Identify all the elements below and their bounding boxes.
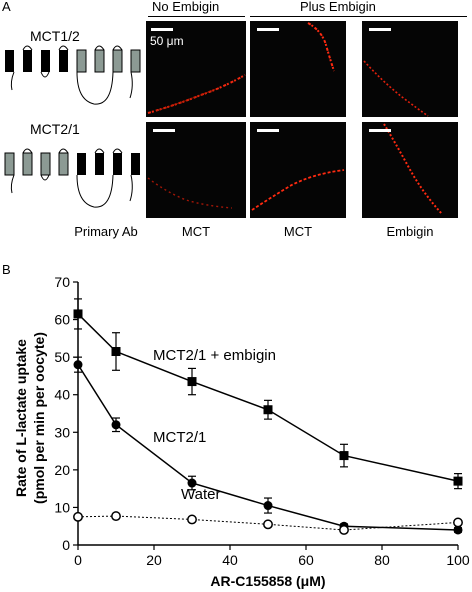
scale-bar xyxy=(369,129,391,132)
data-point xyxy=(263,501,273,511)
y-tick-label: 50 xyxy=(54,349,70,365)
data-point xyxy=(73,309,83,319)
scale-bar xyxy=(257,28,279,31)
data-point xyxy=(453,476,463,486)
micrograph-mct2-1-plus-embigin-embigin xyxy=(362,122,458,218)
scale-bar xyxy=(151,28,173,31)
y-tick-label: 10 xyxy=(54,499,70,515)
mct2-1-topology-diagram xyxy=(4,148,140,208)
series-line-0 xyxy=(77,313,459,482)
scale-bar xyxy=(369,28,391,31)
chart-axes: 0 10 20 30 40 50 60 70 0 20 40 60 80 100 xyxy=(54,274,469,568)
primary-ab-label: Primary Ab xyxy=(74,224,138,239)
x-tick-label: 40 xyxy=(222,552,238,568)
x-tick-label: 0 xyxy=(74,552,82,568)
series-line-1 xyxy=(77,364,459,531)
data-point xyxy=(339,525,349,535)
chart-series xyxy=(73,298,463,535)
column-label-mct-2: MCT xyxy=(283,224,313,239)
uptake-line-chart: 0 10 20 30 40 50 60 70 0 20 40 60 80 100 MCT2/1 + emb… xyxy=(13,274,470,589)
scale-bar-label: 50 μm xyxy=(150,34,184,48)
panel-a-label: A xyxy=(2,0,11,14)
data-point xyxy=(187,514,197,525)
data-point xyxy=(187,377,197,387)
y-axis-title: Rate of L-lactate uptake xyxy=(13,339,29,497)
data-point xyxy=(73,360,83,370)
header-plus-embigin: Plus Embigin xyxy=(300,0,376,14)
y-tick-label: 20 xyxy=(54,462,70,478)
series-label-mct2-1: MCT2/1 xyxy=(153,429,206,446)
x-tick-label: 20 xyxy=(146,552,162,568)
y-tick-label: 60 xyxy=(54,312,70,328)
construct-label-mct2-1: MCT2/1 xyxy=(30,121,80,137)
x-tick-label: 80 xyxy=(374,552,390,568)
micrograph-mct1-2-no-embigin: 50 μm xyxy=(146,21,246,117)
data-point xyxy=(73,511,83,522)
y-tick-label: 0 xyxy=(62,537,70,553)
data-point xyxy=(453,517,463,528)
x-tick-label: 60 xyxy=(298,552,314,568)
data-point xyxy=(263,405,273,415)
scale-bar xyxy=(153,129,175,132)
column-label-mct-1: MCT xyxy=(181,224,211,239)
micrograph-mct2-1-no-embigin xyxy=(146,122,246,218)
data-point xyxy=(111,511,121,522)
series-label-mct2-1-embigin: MCT2/1 + embigin xyxy=(153,347,276,364)
header-underline-no-embigin xyxy=(148,16,245,17)
data-point xyxy=(111,347,121,357)
data-point xyxy=(339,451,349,461)
y-tick-label: 30 xyxy=(54,424,70,440)
data-point xyxy=(187,478,197,488)
series-line-2 xyxy=(77,515,459,531)
micrograph-mct1-2-plus-embigin-embigin xyxy=(362,21,458,117)
scale-bar xyxy=(257,129,279,132)
y-tick-label: 40 xyxy=(54,387,70,403)
y-tick-label: 70 xyxy=(54,274,70,290)
topology-diagrams xyxy=(4,45,141,208)
header-no-embigin: No Embigin xyxy=(152,0,220,14)
data-point xyxy=(263,519,273,530)
series-label-water: Water xyxy=(181,486,220,503)
mct1-2-topology-diagram xyxy=(5,45,141,105)
panel-b-label: B xyxy=(2,262,11,277)
data-point xyxy=(111,420,121,430)
x-axis-title: AR-C155858 (μM) xyxy=(210,573,325,589)
column-label-embigin: Embigin xyxy=(386,224,434,239)
x-tick-label: 100 xyxy=(446,552,470,568)
data-point xyxy=(453,525,463,535)
micrograph-mct2-1-plus-embigin-mct xyxy=(250,122,346,218)
construct-label-mct1-2: MCT1/2 xyxy=(30,28,80,44)
y-axis-subtitle: (pmol per min per oocyte) xyxy=(31,332,47,504)
header-underline-plus-embigin xyxy=(250,16,467,17)
micrograph-mct1-2-plus-embigin-mct xyxy=(250,21,346,117)
